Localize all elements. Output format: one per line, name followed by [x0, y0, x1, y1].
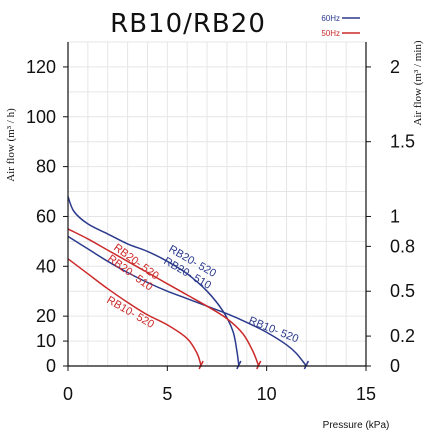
- y-right-tick-label: 0.2: [390, 326, 415, 346]
- curves: [67, 196, 310, 370]
- legend: 60Hz 50Hz: [321, 14, 360, 38]
- y-right-tick-label: 1.5: [390, 132, 415, 152]
- y-right-tick-label: 2: [390, 57, 400, 77]
- ticks: 0 10 20 40 60 80 100 120 0 5 10 15 0 0.2 0.5 0.8 1 1.5 2: [26, 42, 415, 404]
- y-tick-label: 20: [36, 306, 56, 326]
- legend-label-50hz: 50Hz: [321, 29, 340, 38]
- series-line-rb20-510-50hz: [67, 228, 260, 367]
- series-end-marker-rb20-520-60hz: [236, 360, 242, 370]
- y-tick-label: 60: [36, 206, 56, 226]
- curve-label-rb10-520-red: RB10- 520: [105, 294, 157, 331]
- y-tick-label: 80: [36, 157, 56, 177]
- y-tick-label: 100: [26, 107, 56, 127]
- chart-title: RB10/RB20: [110, 9, 266, 39]
- y-axis-label-right: Air flow (m³ / min): [412, 40, 424, 126]
- series-line-rb10-520-60hz: [67, 235, 307, 367]
- y-right-tick-label: 0: [390, 356, 400, 376]
- x-axis-label: Pressure (kPa): [323, 420, 390, 431]
- y-right-tick-label: 0.5: [390, 281, 415, 301]
- x-tick-label: 15: [356, 384, 376, 404]
- legend-label-60hz: 60Hz: [321, 14, 340, 23]
- x-tick-label: 5: [162, 384, 172, 404]
- y-right-tick-label: 1: [390, 206, 400, 226]
- y-right-tick-label: 0.8: [390, 236, 415, 256]
- x-tick-label: 10: [257, 384, 277, 404]
- grid: [67, 41, 367, 367]
- x-tick-label: 0: [63, 384, 73, 404]
- plot-frame: [67, 41, 367, 367]
- series-end-marker-rb20-510-50hz: [256, 360, 262, 370]
- series-end-marker-rb10-520-60hz: [303, 360, 310, 370]
- y-tick-label: 10: [36, 331, 56, 351]
- y-tick-label: 0: [46, 356, 56, 376]
- y-tick-label: 120: [26, 57, 56, 77]
- series-line-rb10-520-50hz: [67, 258, 202, 367]
- y-axis-label-left: Air flow (m³ / h): [5, 108, 17, 182]
- series-line-rb20-520-60hz: [67, 196, 240, 367]
- series-end-marker-rb10-520-50hz: [198, 360, 204, 370]
- y-tick-label: 40: [36, 256, 56, 276]
- curve-labels: RB20- 520 RB20- 510 RB20- 520 RB20- 510 …: [105, 242, 301, 346]
